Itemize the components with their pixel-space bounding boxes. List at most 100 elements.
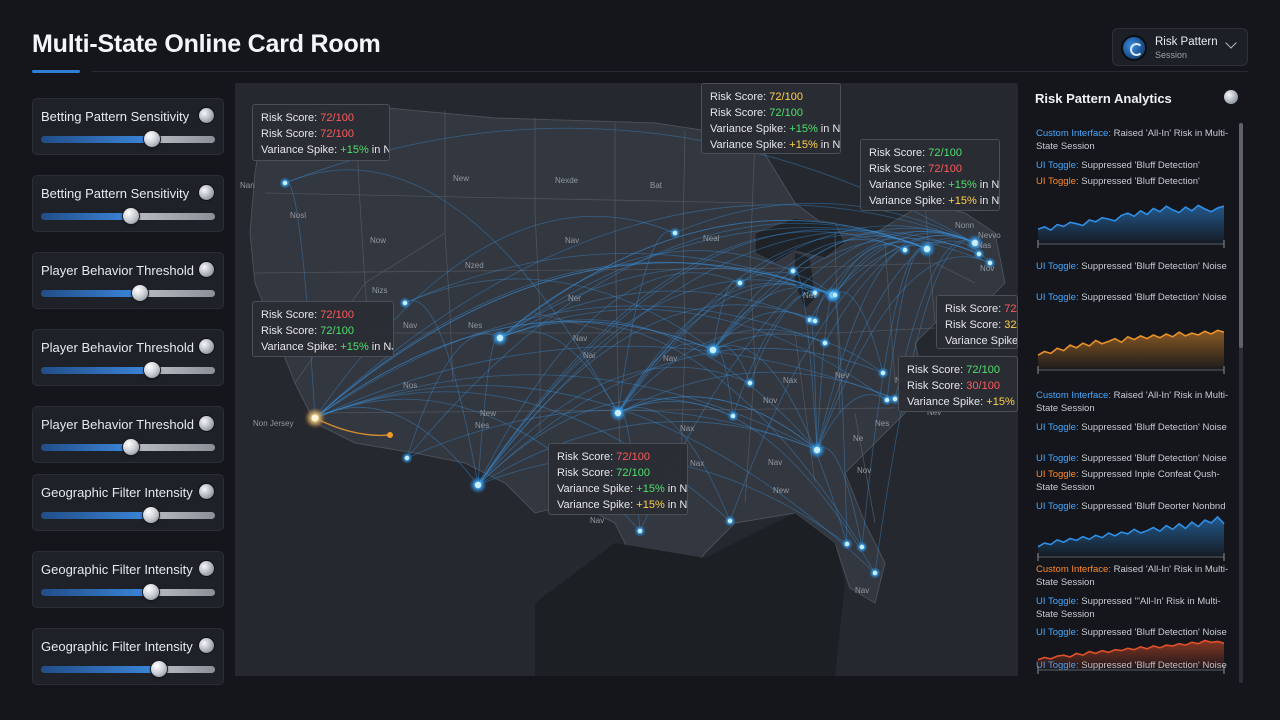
session-icon xyxy=(1121,35,1147,61)
analytics-settings-icon[interactable] xyxy=(1224,90,1238,104)
connection-arc xyxy=(404,300,479,486)
analytics-log-entry: UI Toggle: Suppressed 'Bluff Detection' xyxy=(1036,175,1236,188)
connection-arc xyxy=(499,290,811,339)
state-label: Neal xyxy=(703,234,720,243)
slider-remainder xyxy=(152,367,215,374)
connection-arc xyxy=(499,308,888,401)
log-tag: UI Toggle: xyxy=(1036,453,1082,464)
connection-arc xyxy=(499,227,991,339)
hub-node xyxy=(747,380,753,386)
reset-knob-icon[interactable] xyxy=(199,262,214,277)
tooltip-row: Risk Score: 30/100 xyxy=(907,378,1009,394)
connection-arc xyxy=(499,330,619,414)
tooltip-suffix: in NJ xyxy=(820,139,841,151)
slider-track[interactable] xyxy=(41,362,215,378)
slider-track[interactable] xyxy=(41,285,215,301)
slider-remainder xyxy=(151,589,215,596)
slider-track[interactable] xyxy=(41,208,215,224)
analytics-log-entry: UI Toggle: Suppressed 'Bluff Detection' … xyxy=(1036,291,1236,304)
hub-node xyxy=(790,268,796,274)
slider-card: Geographic Filter Intensity xyxy=(32,474,224,531)
connection-arc xyxy=(314,406,479,486)
connection-arc xyxy=(404,278,714,351)
slider-thumb[interactable] xyxy=(123,439,139,455)
hub-node xyxy=(812,318,818,324)
slider-fill xyxy=(41,512,151,519)
slider-label: Geographic Filter Intensity xyxy=(41,639,193,654)
log-text: Suppressed 'Bluff Deorter Nonbnd xyxy=(1081,501,1226,512)
slider-thumb[interactable] xyxy=(144,131,160,147)
connection-arc xyxy=(499,250,794,339)
connection-arc xyxy=(617,371,896,414)
hub-node xyxy=(892,396,898,402)
connection-arc xyxy=(617,396,818,451)
analytics-scrollbar[interactable] xyxy=(1239,123,1243,683)
connection-arc xyxy=(617,230,676,414)
slider-thumb[interactable] xyxy=(143,584,159,600)
connection-arc xyxy=(617,282,816,414)
slider-label: Betting Pattern Sensitivity xyxy=(41,109,190,124)
slider-thumb[interactable] xyxy=(144,362,160,378)
state-label: Nas xyxy=(977,241,991,250)
slider-fill xyxy=(41,444,131,451)
hub-node xyxy=(884,397,890,403)
tooltip-label: Risk Score: xyxy=(261,128,321,140)
connection-arc xyxy=(834,241,928,296)
us-risk-map[interactable]: New Nexde Bat Nosl Now Nzed Nav Neal Nizs Ner Nev N… xyxy=(235,83,1018,676)
connection-arc xyxy=(406,222,928,459)
slider-thumb[interactable] xyxy=(123,208,139,224)
sparkline-line xyxy=(1037,515,1225,548)
connection-arc xyxy=(477,398,734,486)
state-border xyxy=(264,192,756,204)
slider-label: Player Behavior Threshold xyxy=(41,417,194,432)
tooltip-value: 72/100 xyxy=(928,147,962,159)
slider-track[interactable] xyxy=(41,131,215,147)
tooltip-row: Variance Spike: xyxy=(945,333,1017,348)
slider-track[interactable] xyxy=(41,661,215,677)
slider-fill xyxy=(41,589,151,596)
risk-sparkline xyxy=(1037,515,1225,561)
tooltip-suffix: in NJ xyxy=(371,341,393,353)
state-label: Nav xyxy=(663,354,677,363)
session-menu-subtitle: Session xyxy=(1155,50,1188,60)
reset-knob-icon[interactable] xyxy=(199,638,214,653)
reset-knob-icon[interactable] xyxy=(199,108,214,123)
connection-arc xyxy=(477,421,818,486)
reset-knob-icon[interactable] xyxy=(199,561,214,576)
connection-arc xyxy=(617,329,826,414)
risk-analytics-panel: Risk Pattern Analytics Custom Interface:… xyxy=(1028,83,1252,689)
reset-knob-icon[interactable] xyxy=(199,416,214,431)
slider-remainder xyxy=(152,136,215,143)
tooltip-value: +15% xyxy=(789,139,818,151)
tooltip-label: Variance Spike: xyxy=(261,341,341,353)
tooltip-value: 72/100 xyxy=(616,451,650,463)
tooltip-suffix: in NJ xyxy=(979,179,1000,191)
log-text: Suppressed '''All-In' Risk in Multi-Stat… xyxy=(1036,596,1221,620)
risk-tooltip: Risk Score: 72/100 Risk Score: 72/100 Vari… xyxy=(252,104,390,161)
connection-arc xyxy=(712,345,848,545)
connection-arc xyxy=(832,232,976,296)
connection-arc xyxy=(816,394,888,451)
slider-track[interactable] xyxy=(41,439,215,455)
hub-node xyxy=(813,446,821,454)
state-label: Nav xyxy=(855,586,869,595)
reset-knob-icon[interactable] xyxy=(199,185,214,200)
log-tag: UI Toggle: xyxy=(1036,596,1082,607)
tooltip-label: Risk Score: xyxy=(945,319,1005,331)
slider-thumb[interactable] xyxy=(143,507,159,523)
reset-knob-icon[interactable] xyxy=(199,339,214,354)
analytics-scroll-thumb[interactable] xyxy=(1239,123,1243,348)
state-label: Nes xyxy=(468,321,482,330)
slider-track[interactable] xyxy=(41,584,215,600)
state-border xyxy=(614,123,621,464)
slider-thumb[interactable] xyxy=(132,285,148,301)
tooltip-suffix: in NJ xyxy=(667,483,688,495)
slider-track[interactable] xyxy=(41,507,215,523)
state-label: Nov xyxy=(763,396,777,405)
tooltip-value: +15% xyxy=(636,499,665,511)
reset-knob-icon[interactable] xyxy=(199,484,214,499)
slider-thumb[interactable] xyxy=(151,661,167,677)
log-tag: UI Toggle: xyxy=(1036,627,1082,638)
session-menu-button[interactable]: Risk Pattern Session xyxy=(1112,28,1248,66)
state-border xyxy=(534,312,616,334)
